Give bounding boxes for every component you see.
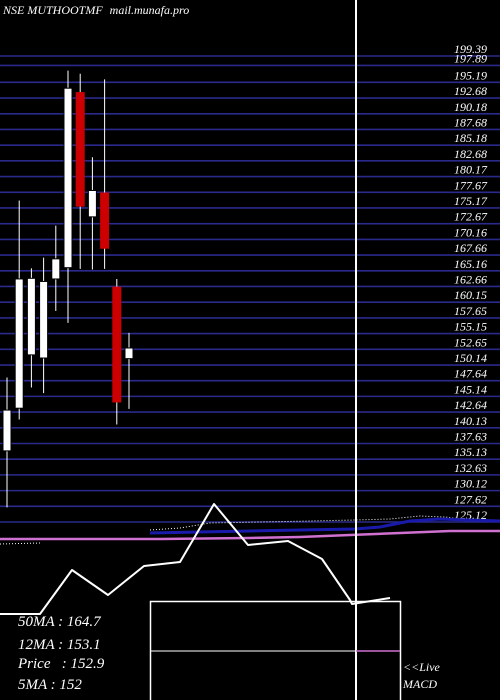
y-tick-label: 127.62 [454,492,487,506]
y-tick-label: 150.14 [454,351,487,365]
ma5-readout: 5MA : 152 [18,677,82,693]
candle-up[interactable] [51,258,61,280]
y-tick-label: 157.65 [454,304,487,318]
ma12-readout: 12MA : 153.1 [18,637,101,653]
candle-down[interactable] [75,92,85,207]
y-tick-label: 135.13 [454,445,487,459]
y-tick-label: 130.12 [454,477,487,491]
y-tick-label: 197.89 [454,51,487,65]
y-tick-label: 152.65 [454,335,487,349]
y-tick-label: 187.68 [454,115,487,129]
y-tick-label: 192.68 [454,84,487,98]
y-tick-label: 190.18 [454,100,487,114]
y-tick-label: 175.17 [454,194,488,208]
chart-title: NSE MUTHOOTMF mail.munafa.pro [2,3,189,17]
y-tick-label: 172.67 [454,210,488,224]
candle-up[interactable] [14,278,24,409]
y-tick-label: 145.14 [454,382,487,396]
candle-up[interactable] [39,280,49,359]
y-tick-label: 180.17 [454,163,488,177]
baseline-dotted [0,542,41,545]
y-tick-label: 177.67 [454,178,488,192]
candle-up[interactable] [87,189,97,218]
candle-up[interactable] [124,347,134,360]
ma50-readout: 50MA : 164.7 [18,614,101,630]
candle-up[interactable] [2,409,12,452]
y-tick-label: 199.39 [454,42,487,56]
candle-down[interactable] [100,192,110,249]
y-tick-label: 147.64 [454,367,487,381]
y-tick-label: 162.66 [454,272,487,286]
macd-title: MACD [403,677,437,691]
y-tick-label: 140.13 [454,414,487,428]
y-tick-label: 132.63 [454,461,487,475]
y-tick-label: 182.68 [454,147,487,161]
y-tick-label: 160.15 [454,288,487,302]
candle-up[interactable] [26,277,36,356]
ma-violet-line [0,529,500,541]
y-tick-label: 167.66 [454,241,487,255]
candle-down[interactable] [112,286,122,403]
y-tick-label: 195.19 [454,68,487,82]
candlestick-series [2,70,134,508]
ma-blue-line [149,517,500,535]
macd-live-label: <<Live MACD [403,659,440,693]
candle-up[interactable] [63,87,73,269]
y-tick-label: 185.18 [454,131,487,145]
y-tick-label: 155.15 [454,320,487,334]
y-tick-label: 165.16 [454,257,487,271]
indicator-line [0,503,391,615]
y-tick-label: 170.16 [454,225,487,239]
y-tick-label: 142.64 [454,398,487,412]
y-tick-label: 137.63 [454,430,487,444]
price-readout: Price : 152.9 [18,656,105,672]
live-link[interactable]: <<Live [403,660,440,674]
